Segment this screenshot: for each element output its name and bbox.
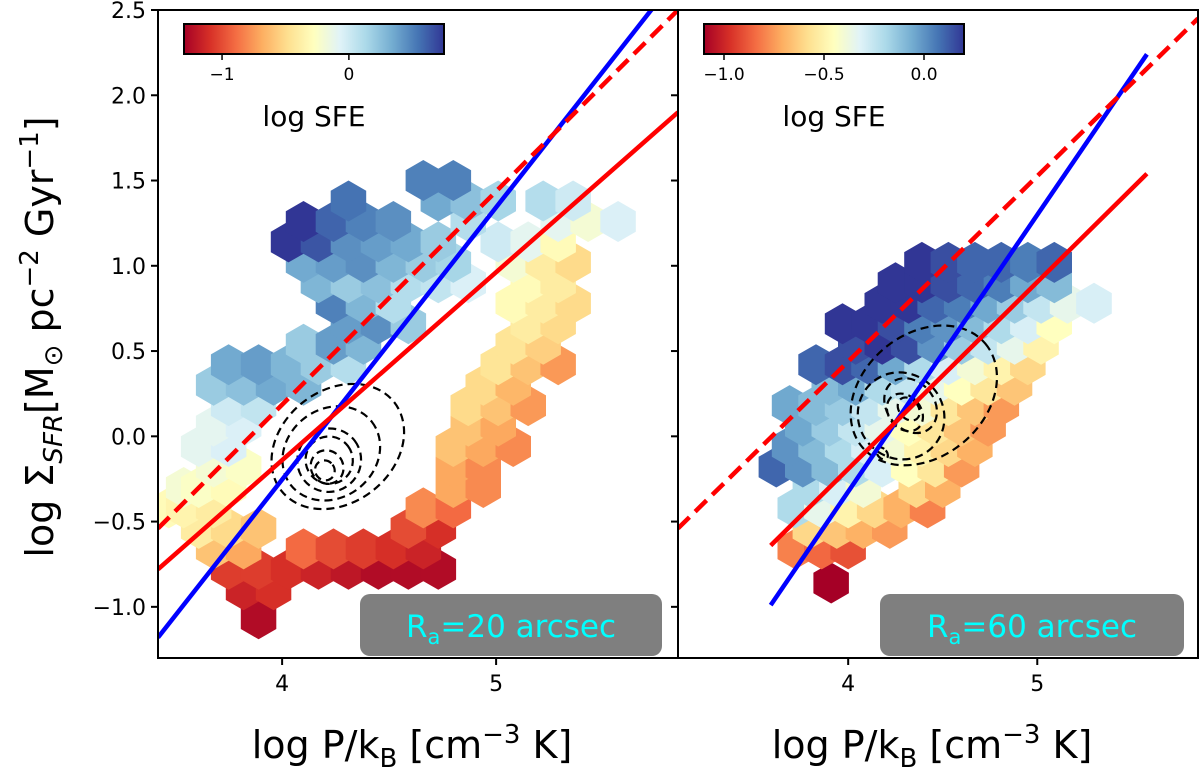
left-annotation-text: Ra=20 arcsec [406,609,616,649]
y-tick-label: 1.5 [111,170,146,195]
right-y-axis [671,9,678,608]
right-colorbar-gradient [703,23,965,55]
left-annotation-bg [360,594,662,656]
fit-line [769,172,1149,548]
y-tick-label: 1.0 [111,255,146,280]
right-annotation-bg [880,594,1184,656]
x-tick-label: 5 [1030,672,1044,697]
left-fit-lines [158,10,678,639]
dashed-fit-line [678,16,1198,531]
y-tick-label: 2.0 [111,84,146,109]
hexbin [375,201,412,242]
x-tick-label: 4 [841,672,855,697]
hexbin [345,528,382,570]
hexbin [420,221,457,263]
density-contour [270,382,406,511]
hexbin [435,160,472,201]
dashed-fit-line [158,10,678,530]
hexbin [285,201,322,242]
right-fit-lines [678,16,1198,607]
hexbin [405,487,442,529]
x-tick-label: 5 [489,672,503,697]
hexbin [1076,282,1112,324]
y-tick-label: 0.5 [111,340,146,365]
hexbin [285,323,322,365]
left-annotation-box: Ra=20 arcsec [360,594,662,656]
left-y-axis-label: log ΣSFR[M⊙ pc−2 Gyr−1] [15,116,69,557]
left-colorbar-label: log SFE [262,100,365,133]
fit-line [768,53,1149,607]
right-colorbar-ticks: −1.0 −0.5 0.0 [703,54,938,85]
right-annotation-text: Ra=60 arcsec [927,609,1137,649]
left-x-axis-label: log P/kB [cm−3 K] [252,720,573,772]
colorbar-tick-label: −0.5 [803,65,844,85]
y-tick-label: 2.5 [111,0,146,24]
left-colorbar-ticks: −1 0 [210,54,354,85]
colorbar-tick-label: −1.0 [703,65,744,85]
hexbin [405,160,442,201]
x-tick-label: 4 [275,672,289,697]
right-annotation-box: Ra=60 arcsec [880,594,1184,656]
right-colorbar-label: log SFE [782,100,885,133]
hexbin [315,528,352,570]
left-hexbins [158,160,636,640]
density-contour [313,459,336,482]
y-tick-label: −1.0 [93,596,146,621]
y-tick-label: −0.5 [93,511,146,536]
fit-line [158,10,655,639]
colorbar-tick-label: −1 [210,65,235,85]
hexbin [813,562,849,604]
hexbin [285,528,322,570]
left-colorbar-gradient [183,23,445,55]
right-hexbins [758,241,1112,604]
density-contour [849,324,999,467]
hexbin [240,598,277,640]
colorbar-tick-label: 0.0 [910,65,937,85]
right-colorbar: −1.0 −0.5 0.0 log SFE [703,23,965,133]
right-plot-frame [677,9,1199,659]
left-y-axis: −1.0 −0.5 0.0 0.5 1.0 1.5 2.0 2.5 [93,0,158,621]
hexbin [480,221,516,263]
density-contour [281,405,382,502]
right-x-axis-label: log P/kB [cm−3 K] [772,720,1093,772]
hexbin [210,344,247,386]
hexbin [240,344,277,386]
left-colorbar: −1 0 log SFE [183,23,445,133]
fit-line [158,110,678,571]
hexbin [525,180,561,222]
hexbin [600,201,636,242]
y-tick-label: 0.0 [111,425,146,450]
hexbin [330,180,367,222]
colorbar-tick-label: 0 [343,65,354,85]
density-contour [309,449,345,485]
